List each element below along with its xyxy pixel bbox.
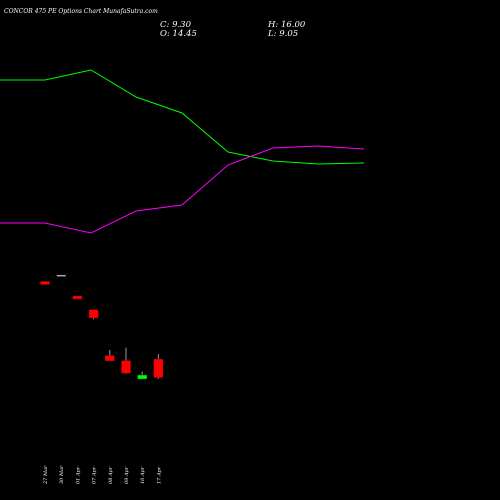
x-tick-label: 09 Apr bbox=[124, 466, 130, 484]
candle bbox=[40, 281, 50, 285]
candle bbox=[105, 349, 115, 361]
x-tick-label: 01 Apr bbox=[75, 466, 81, 484]
x-tick-label: 08 Apr bbox=[108, 466, 114, 484]
low-value: L: 9.05 bbox=[268, 29, 299, 39]
x-tick-label: 16 Apr bbox=[140, 466, 146, 484]
x-tick-label: 07 Apr bbox=[92, 466, 98, 484]
candles bbox=[40, 274, 164, 380]
overlay-lines bbox=[0, 69, 365, 234]
candle-body bbox=[105, 355, 115, 361]
candle bbox=[56, 274, 66, 277]
x-tick-label: 30 Mar bbox=[59, 465, 65, 484]
candle bbox=[72, 295, 83, 300]
candle-body bbox=[137, 374, 147, 380]
high-value: H: 16.00 bbox=[268, 20, 306, 30]
x-tick-label: 27 Mar bbox=[43, 465, 49, 485]
chart-title: CONCOR 475 PE Options Chart MunafaSutra.… bbox=[4, 8, 158, 15]
candle-body bbox=[56, 274, 66, 277]
overlay-line-2 bbox=[0, 145, 365, 234]
overlay-line-1 bbox=[0, 69, 365, 165]
x-axis-labels: 27 Mar 30 Mar 01 Apr 07 Apr 08 Apr 09 Apr 16 A… bbox=[43, 465, 162, 485]
candle-body bbox=[153, 359, 164, 378]
open-value: O: 14.45 bbox=[160, 29, 197, 39]
candle-body bbox=[88, 309, 99, 319]
candle bbox=[121, 347, 131, 374]
candle-body bbox=[72, 295, 83, 300]
candle bbox=[153, 354, 164, 379]
candle bbox=[137, 371, 147, 380]
candle bbox=[88, 309, 99, 320]
x-tick-label: 17 Apr bbox=[156, 466, 162, 484]
close-value: C: 9.30 bbox=[160, 20, 191, 30]
candle-body bbox=[40, 281, 50, 285]
candle-body bbox=[121, 360, 131, 374]
